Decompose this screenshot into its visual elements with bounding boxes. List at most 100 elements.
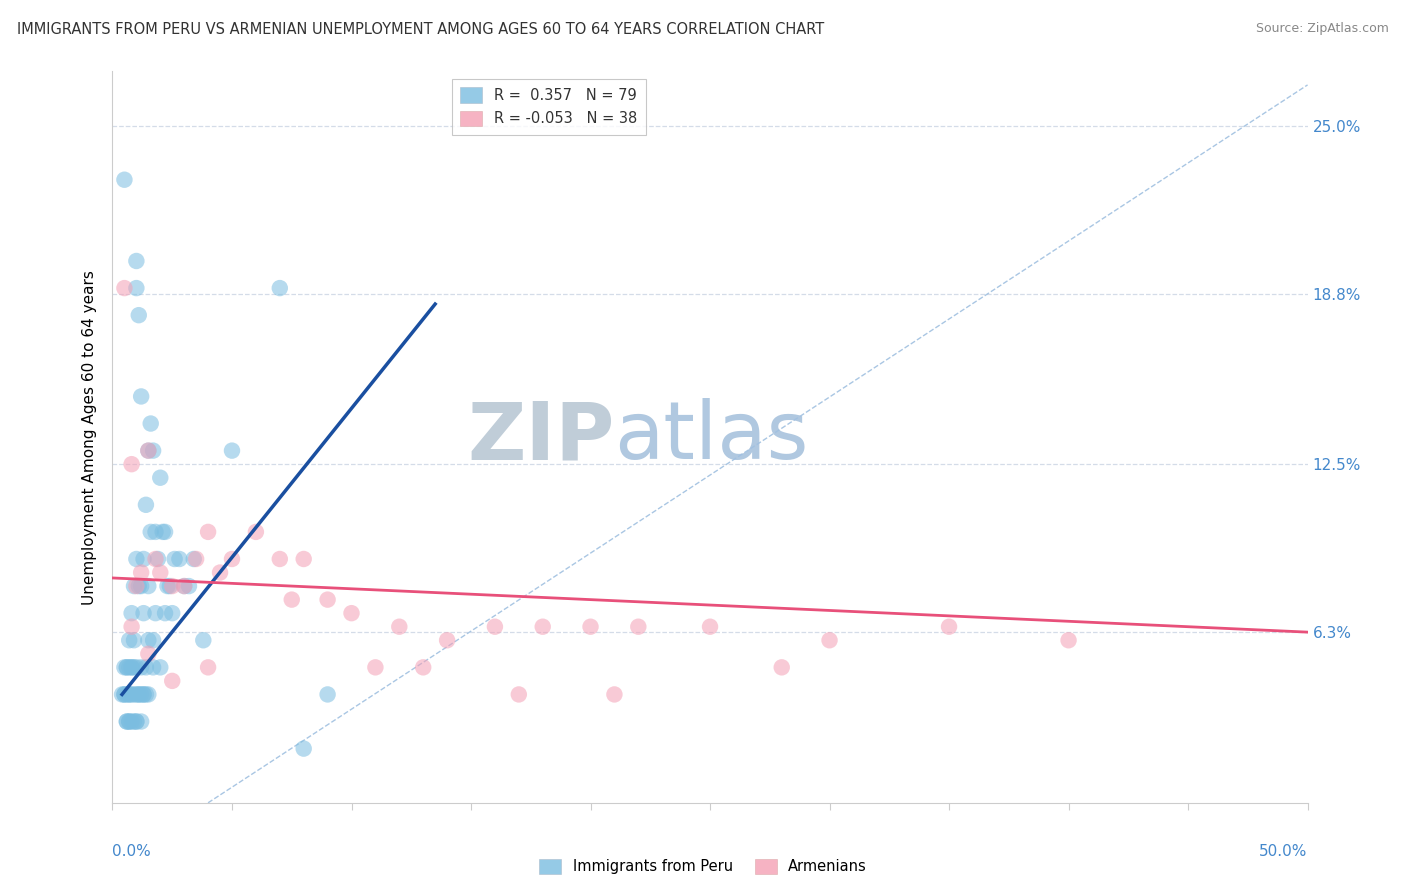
Point — [364, 660, 387, 674]
Point — [132, 552, 155, 566]
Point — [162, 673, 183, 688]
Point — [118, 688, 141, 702]
Y-axis label: Unemployment Among Ages 60 to 64 years: Unemployment Among Ages 60 to 64 years — [82, 269, 97, 605]
Point — [186, 552, 208, 566]
Point — [135, 660, 157, 674]
Point — [699, 620, 721, 634]
Point — [139, 417, 162, 431]
Point — [579, 620, 602, 634]
Point — [209, 566, 232, 580]
Point — [122, 633, 145, 648]
Point — [149, 566, 172, 580]
Point — [603, 688, 626, 702]
Point — [269, 281, 291, 295]
Point — [121, 606, 143, 620]
Text: ZIP: ZIP — [467, 398, 614, 476]
Point — [118, 633, 141, 648]
Point — [115, 714, 138, 729]
Point — [142, 443, 165, 458]
Point — [125, 714, 148, 729]
Point — [115, 660, 138, 674]
Text: IMMIGRANTS FROM PERU VS ARMENIAN UNEMPLOYMENT AMONG AGES 60 TO 64 YEARS CORRELAT: IMMIGRANTS FROM PERU VS ARMENIAN UNEMPLO… — [17, 22, 824, 37]
Point — [129, 566, 152, 580]
Point — [436, 633, 458, 648]
Point — [129, 389, 152, 403]
Point — [129, 688, 152, 702]
Point — [114, 688, 135, 702]
Text: 0.0%: 0.0% — [112, 845, 152, 860]
Point — [177, 579, 200, 593]
Point — [508, 688, 530, 702]
Point — [115, 688, 138, 702]
Point — [118, 714, 141, 729]
Point — [115, 714, 138, 729]
Point — [138, 443, 160, 458]
Point — [135, 688, 157, 702]
Point — [122, 688, 145, 702]
Point — [121, 457, 143, 471]
Point — [114, 660, 135, 674]
Point — [159, 579, 181, 593]
Point — [340, 606, 363, 620]
Point — [938, 620, 960, 634]
Point — [142, 660, 165, 674]
Point — [770, 660, 793, 674]
Point — [125, 688, 148, 702]
Point — [128, 688, 150, 702]
Point — [162, 606, 183, 620]
Point — [118, 714, 141, 729]
Point — [132, 688, 155, 702]
Point — [531, 620, 554, 634]
Point — [125, 714, 148, 729]
Point — [111, 688, 134, 702]
Point — [135, 498, 157, 512]
Point — [121, 660, 143, 674]
Point — [114, 688, 135, 702]
Point — [129, 579, 152, 593]
Point — [412, 660, 434, 674]
Text: atlas: atlas — [614, 398, 808, 476]
Point — [1057, 633, 1080, 648]
Point — [118, 660, 141, 674]
Point — [145, 524, 167, 539]
Point — [316, 688, 339, 702]
Point — [138, 688, 160, 702]
Point — [173, 579, 195, 593]
Point — [125, 281, 148, 295]
Point — [163, 552, 186, 566]
Point — [121, 620, 143, 634]
Point — [114, 281, 135, 295]
Point — [156, 579, 179, 593]
Point — [125, 660, 148, 674]
Point — [197, 524, 219, 539]
Point — [142, 633, 165, 648]
Point — [269, 552, 291, 566]
Point — [125, 254, 148, 268]
Point — [818, 633, 841, 648]
Point — [149, 471, 172, 485]
Point — [138, 443, 160, 458]
Point — [183, 552, 205, 566]
Point — [145, 606, 167, 620]
Point — [316, 592, 339, 607]
Point — [129, 660, 152, 674]
Point — [627, 620, 650, 634]
Point — [122, 714, 145, 729]
Point — [388, 620, 411, 634]
Point — [125, 579, 148, 593]
Legend: R =  0.357   N = 79, R = -0.053   N = 38: R = 0.357 N = 79, R = -0.053 N = 38 — [451, 78, 645, 136]
Point — [121, 688, 143, 702]
Point — [132, 606, 155, 620]
Point — [221, 552, 243, 566]
Point — [139, 524, 162, 539]
Point — [128, 688, 150, 702]
Point — [146, 552, 169, 566]
Point — [245, 524, 267, 539]
Point — [169, 552, 191, 566]
Text: Source: ZipAtlas.com: Source: ZipAtlas.com — [1256, 22, 1389, 36]
Point — [122, 579, 145, 593]
Point — [114, 172, 135, 186]
Legend: Immigrants from Peru, Armenians: Immigrants from Peru, Armenians — [533, 853, 873, 880]
Point — [138, 647, 160, 661]
Point — [138, 633, 160, 648]
